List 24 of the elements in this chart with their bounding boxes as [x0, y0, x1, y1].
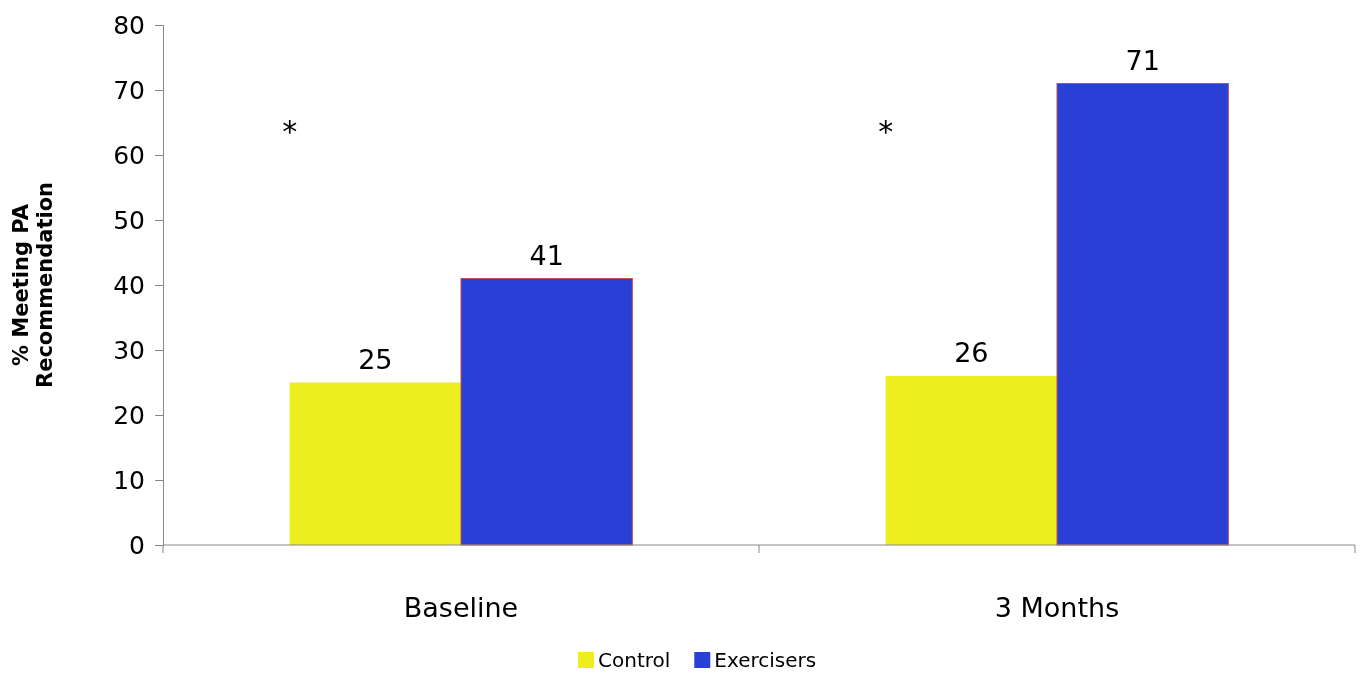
y-tick-label: 10: [113, 465, 145, 495]
data-label: 41: [529, 239, 564, 271]
annotation: *: [878, 114, 894, 149]
y-tick-label: 20: [113, 400, 145, 430]
bar: [885, 376, 1057, 545]
y-tick-label: 40: [113, 270, 145, 300]
x-tick-label: 3 Months: [994, 592, 1120, 623]
annotation: *: [282, 114, 298, 149]
y-tick-label: 30: [113, 335, 145, 365]
y-tick-label: 60: [113, 140, 145, 170]
y-tick-label: 70: [113, 75, 145, 105]
y-axis-title: % Meeting PA Recommendation: [9, 181, 57, 389]
x-tick-label: Baseline: [403, 592, 519, 623]
y-tick-label: 0: [129, 530, 145, 560]
data-label: 71: [1125, 44, 1160, 76]
y-tick-label: 50: [113, 205, 145, 235]
bar: [1056, 83, 1229, 546]
y-tick-label: 80: [113, 10, 145, 40]
bar: [289, 382, 461, 545]
data-label: 25: [358, 343, 393, 375]
legend-label: Exercisers: [714, 648, 817, 672]
data-label: 26: [954, 337, 989, 368]
bar: [460, 278, 633, 546]
legend-label: Control: [598, 648, 671, 672]
